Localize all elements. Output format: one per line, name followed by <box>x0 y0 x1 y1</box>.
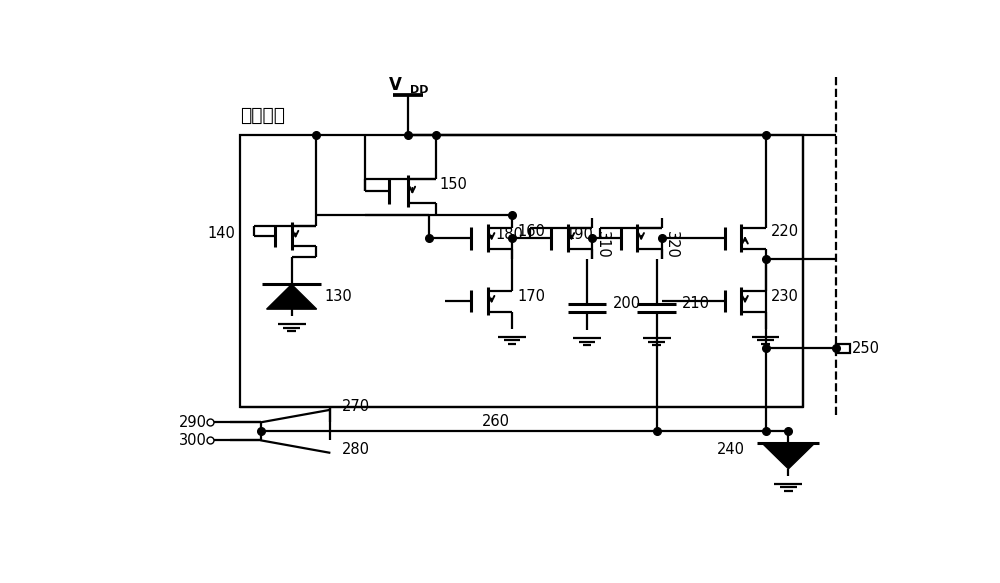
Bar <box>240 135 803 407</box>
Text: 210: 210 <box>682 296 710 311</box>
Text: 270: 270 <box>342 399 370 414</box>
Text: 160: 160 <box>517 224 545 240</box>
Bar <box>836 344 850 353</box>
Text: 190: 190 <box>566 227 594 243</box>
Text: 140: 140 <box>207 226 235 241</box>
Text: 170: 170 <box>517 289 545 304</box>
Text: 130: 130 <box>324 289 352 304</box>
Polygon shape <box>762 444 814 469</box>
Text: 240: 240 <box>717 442 745 456</box>
Text: 像素单元: 像素单元 <box>240 106 285 125</box>
Text: V: V <box>389 76 402 94</box>
Text: 150: 150 <box>439 177 467 192</box>
Text: DD: DD <box>410 85 429 95</box>
Text: 200: 200 <box>612 296 641 311</box>
Text: 300: 300 <box>178 433 206 448</box>
Text: 250: 250 <box>852 341 880 356</box>
Text: 310: 310 <box>595 231 610 258</box>
Polygon shape <box>267 285 317 309</box>
Text: 230: 230 <box>770 289 798 304</box>
Text: 290: 290 <box>178 415 206 430</box>
Text: 260: 260 <box>482 414 510 429</box>
Text: 180: 180 <box>496 227 524 243</box>
Text: 280: 280 <box>342 442 370 456</box>
Text: 220: 220 <box>770 224 799 240</box>
Text: 320: 320 <box>664 230 679 258</box>
